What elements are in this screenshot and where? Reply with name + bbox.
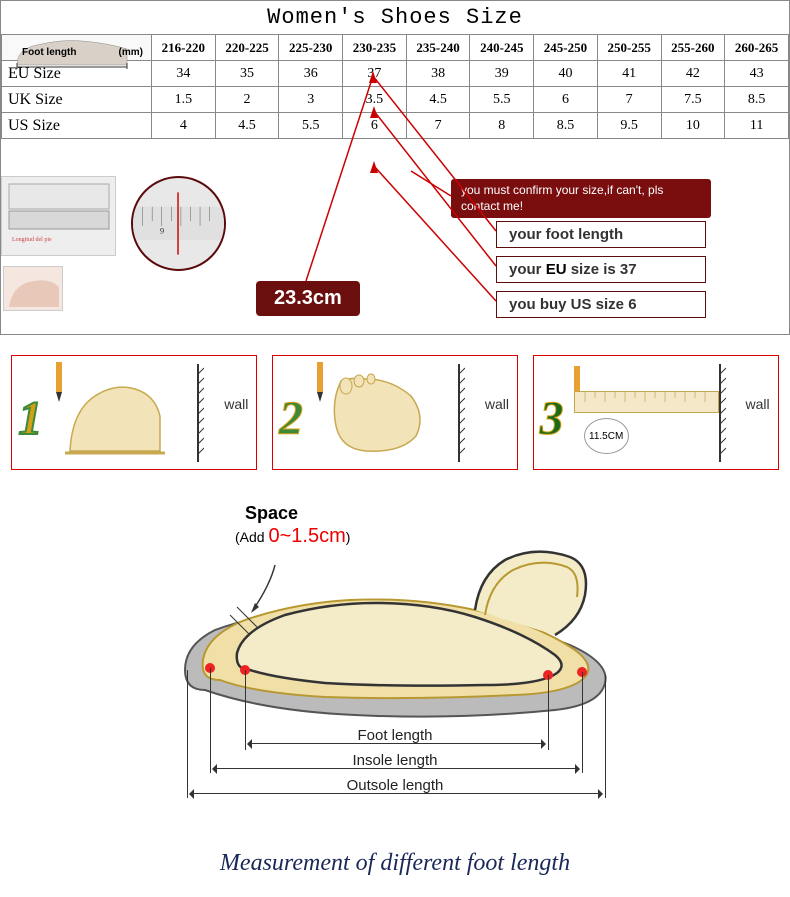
foot-length-unit: (mm) xyxy=(119,47,143,58)
example-photos: Longitud del pie xyxy=(1,176,116,256)
shoe-outline-icon xyxy=(175,515,615,735)
us-val: 11 xyxy=(725,113,789,139)
eu-val: 38 xyxy=(406,61,470,87)
uk-val: 3.5 xyxy=(343,87,407,113)
foot-top-icon xyxy=(321,371,431,456)
us-val: 9.5 xyxy=(597,113,661,139)
wall-label: wall xyxy=(485,396,509,412)
uk-val: 5.5 xyxy=(470,87,534,113)
step-3: 3 11.5CM wall xyxy=(533,355,779,470)
mm-col: 216-220 xyxy=(152,35,216,61)
uk-val: 1.5 xyxy=(152,87,216,113)
eu-val: 43 xyxy=(725,61,789,87)
us-val: 10 xyxy=(661,113,725,139)
mm-col: 225-230 xyxy=(279,35,343,61)
uk-val: 7 xyxy=(597,87,661,113)
us-val: 6 xyxy=(343,113,407,139)
eu-val: 41 xyxy=(597,61,661,87)
mm-col: 235-240 xyxy=(406,35,470,61)
wall-line-icon xyxy=(457,364,465,462)
us-val: 4 xyxy=(152,113,216,139)
mm-col: 255-260 xyxy=(661,35,725,61)
size-chart-section: Women's Shoes Size Foot length (mm) 216-… xyxy=(0,0,790,335)
us-val: 4.5 xyxy=(215,113,279,139)
foot-length-diagram: Space (Add 0~1.5cm) xyxy=(145,495,645,835)
insole-length-label: Insole length xyxy=(145,752,645,769)
example-cm-badge: 23.3cm xyxy=(256,281,360,316)
eu-val: 42 xyxy=(661,61,725,87)
foot-side-icon xyxy=(60,371,170,456)
eu-val: 39 xyxy=(470,61,534,87)
eu-val: 35 xyxy=(215,61,279,87)
notice-badge: you must confirm your size,if can't, pls… xyxy=(451,179,711,218)
uk-val: 2 xyxy=(215,87,279,113)
mm-col: 260-265 xyxy=(725,35,789,61)
foot-side-photo xyxy=(3,266,63,311)
us-val: 8 xyxy=(470,113,534,139)
uk-label: UK Size xyxy=(2,87,152,113)
wall-label: wall xyxy=(224,396,248,412)
info-eu-bold: EU xyxy=(546,261,567,278)
uk-val: 4.5 xyxy=(406,87,470,113)
mm-col: 220-225 xyxy=(215,35,279,61)
uk-val: 6 xyxy=(534,87,598,113)
uk-val: 3 xyxy=(279,87,343,113)
info-foot-length: your foot length xyxy=(496,221,706,248)
step-1: 1 wall xyxy=(11,355,257,470)
wall-label: wall xyxy=(746,396,770,412)
uk-val: 8.5 xyxy=(725,87,789,113)
ruler-foot-photo: Longitud del pie xyxy=(1,176,116,256)
mm-col: 250-255 xyxy=(597,35,661,61)
info-eu-post: size is 37 xyxy=(567,261,637,278)
wall-line-icon xyxy=(196,364,204,462)
ruler-icon xyxy=(574,391,719,413)
wall-line-icon xyxy=(718,364,726,462)
ruler-zoom-circle: 9 xyxy=(131,176,226,271)
size-table: Foot length (mm) 216-220 220-225 225-230… xyxy=(1,34,789,139)
eu-val: 40 xyxy=(534,61,598,87)
mm-col: 245-250 xyxy=(534,35,598,61)
us-label: US Size xyxy=(2,113,152,139)
foot-length-label: Foot length xyxy=(145,727,645,744)
step-number-1: 1 xyxy=(18,391,42,446)
eu-val: 34 xyxy=(152,61,216,87)
us-val: 8.5 xyxy=(534,113,598,139)
info-eu-pre: your xyxy=(509,261,546,278)
us-val: 7 xyxy=(406,113,470,139)
eu-val: 36 xyxy=(279,61,343,87)
us-row: US Size 4 4.5 5.5 6 7 8 8.5 9.5 10 11 xyxy=(2,113,789,139)
outsole-length-label: Outsole length xyxy=(145,777,645,794)
measurement-steps: 1 wall 2 xyxy=(8,355,782,470)
step-number-2: 2 xyxy=(279,391,303,446)
photo-caption: Longitud del pie xyxy=(12,237,52,243)
chart-title: Women's Shoes Size xyxy=(1,1,789,34)
foot-length-illustration: Foot length (mm) xyxy=(2,35,152,61)
uk-row: UK Size 1.5 2 3 3.5 4.5 5.5 6 7 7.5 8.5 xyxy=(2,87,789,113)
uk-val: 7.5 xyxy=(661,87,725,113)
diagram-caption: Measurement of different foot length xyxy=(0,850,790,877)
info-eu-size: your EU size is 37 xyxy=(496,256,706,283)
info-us-size: you buy US size 6 xyxy=(496,291,706,318)
mm-col: 230-235 xyxy=(343,35,407,61)
step-number-3: 3 xyxy=(540,391,564,446)
foot-length-label: Foot length xyxy=(22,47,76,58)
svg-text:9: 9 xyxy=(160,226,164,236)
eu-val: 37 xyxy=(343,61,407,87)
ruler-value-circle: 11.5CM xyxy=(584,418,629,454)
mm-col: 240-245 xyxy=(470,35,534,61)
us-val: 5.5 xyxy=(279,113,343,139)
step-2: 2 wall xyxy=(272,355,518,470)
